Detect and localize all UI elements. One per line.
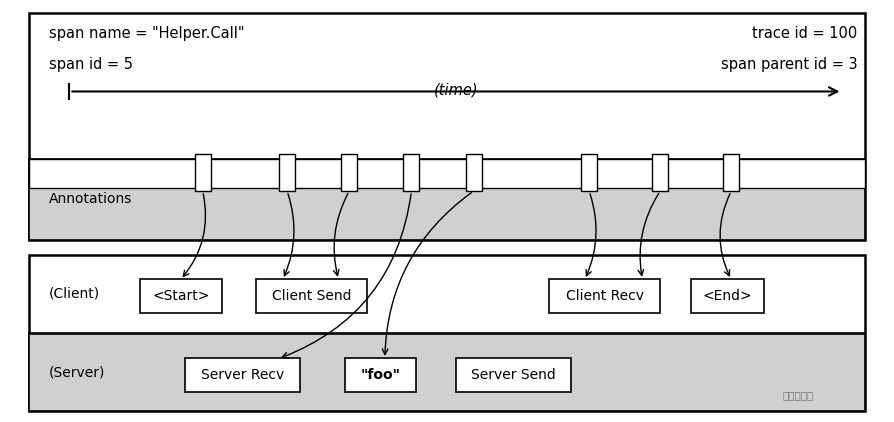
FancyBboxPatch shape: [456, 358, 571, 392]
Text: Client Recv: Client Recv: [566, 289, 644, 303]
FancyBboxPatch shape: [30, 334, 864, 411]
FancyBboxPatch shape: [403, 154, 419, 191]
Text: Server Recv: Server Recv: [201, 368, 284, 382]
FancyBboxPatch shape: [30, 255, 864, 411]
FancyBboxPatch shape: [30, 159, 864, 240]
FancyBboxPatch shape: [691, 279, 764, 313]
Text: <End>: <End>: [703, 289, 753, 303]
FancyBboxPatch shape: [30, 159, 864, 188]
Text: (Client): (Client): [49, 287, 100, 300]
FancyBboxPatch shape: [195, 154, 211, 191]
FancyBboxPatch shape: [653, 154, 668, 191]
Text: (Server): (Server): [49, 365, 105, 379]
Text: span id = 5: span id = 5: [49, 57, 133, 72]
Text: Annotations: Annotations: [49, 192, 132, 206]
Text: <Start>: <Start>: [153, 289, 210, 303]
Text: 高可用架构: 高可用架构: [782, 390, 814, 400]
Text: span parent id = 3: span parent id = 3: [721, 57, 857, 72]
FancyBboxPatch shape: [549, 279, 661, 313]
FancyBboxPatch shape: [30, 13, 864, 240]
FancyBboxPatch shape: [723, 154, 739, 191]
Text: Client Send: Client Send: [272, 289, 351, 303]
Text: span name = "Helper.Call": span name = "Helper.Call": [49, 26, 244, 41]
Text: (time): (time): [434, 83, 478, 98]
FancyBboxPatch shape: [185, 358, 300, 392]
Text: "foo": "foo": [360, 368, 401, 382]
FancyBboxPatch shape: [345, 358, 416, 392]
FancyBboxPatch shape: [279, 154, 295, 191]
Text: trace id = 100: trace id = 100: [752, 26, 857, 41]
FancyBboxPatch shape: [342, 154, 358, 191]
FancyBboxPatch shape: [581, 154, 597, 191]
Text: Server Send: Server Send: [471, 368, 556, 382]
FancyBboxPatch shape: [466, 154, 482, 191]
FancyBboxPatch shape: [256, 279, 367, 313]
FancyBboxPatch shape: [140, 279, 223, 313]
